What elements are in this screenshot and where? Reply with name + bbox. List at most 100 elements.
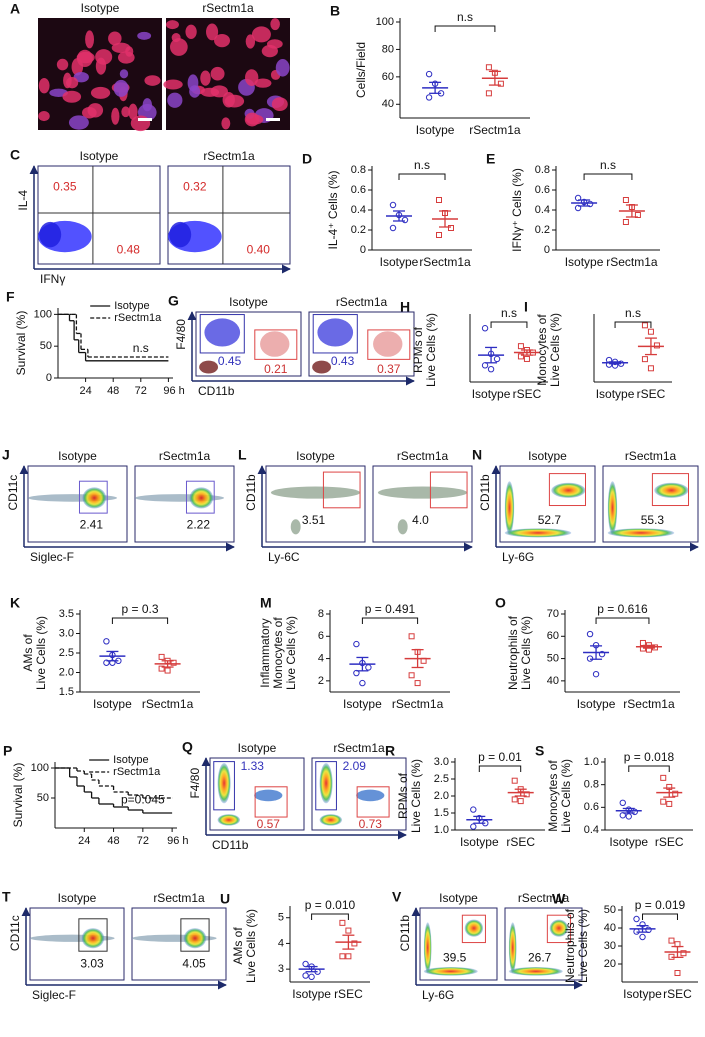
- cell-population: [607, 528, 675, 538]
- cell: [244, 112, 260, 127]
- y-tick-label: 20: [604, 958, 616, 970]
- data-point: [401, 216, 409, 224]
- category-label: Isotype: [380, 255, 419, 269]
- panel-letter: H: [400, 299, 410, 315]
- gate-value: 0.37: [377, 362, 401, 376]
- gate: [213, 761, 235, 811]
- y-tick-label: 0.8: [535, 164, 550, 176]
- data-point: [517, 798, 524, 805]
- plot-frame: [265, 465, 366, 543]
- gate-value: 0.43: [331, 354, 355, 368]
- data-point: [517, 343, 524, 350]
- y-tick-label: 40: [604, 922, 616, 934]
- significance-bracket: [490, 321, 528, 328]
- x-axis-label: CD11b: [212, 838, 249, 852]
- cell: [163, 79, 183, 90]
- annotation: n.s: [414, 158, 430, 172]
- x-axis-label: Ly-6G: [502, 550, 534, 564]
- y-tick-label: 0.6: [535, 184, 550, 196]
- y-tick-label: 50: [547, 652, 559, 664]
- category-label: Isotype: [416, 123, 455, 137]
- data-point: [345, 927, 352, 934]
- cell-population: [260, 331, 290, 357]
- y-tick-label: 2.5: [434, 773, 449, 785]
- y-axis-label: Live Cells (%): [409, 759, 423, 833]
- plot-title: Isotype: [80, 149, 119, 163]
- data-point: [470, 823, 477, 830]
- x-tick-label: 96 h: [163, 385, 184, 397]
- data-point: [481, 325, 489, 332]
- cell: [128, 103, 138, 120]
- cell-population: [290, 519, 301, 535]
- y-axis-label: RPMs of: [396, 772, 410, 819]
- plot-title: Isotype: [58, 449, 97, 463]
- y-axis-label: Monocytes of: [535, 314, 549, 386]
- cell-population: [504, 528, 572, 538]
- y-axis-label: IFNγ⁺ Cells (%): [510, 168, 524, 252]
- data-point: [592, 670, 600, 678]
- panel-letter: M: [260, 595, 272, 611]
- category-label: rSEC: [655, 835, 684, 849]
- panel-letter: V: [392, 889, 402, 905]
- panel-letter: Q: [182, 739, 193, 755]
- y-tick-label: 0.8: [351, 164, 366, 176]
- gate-value: 0.48: [117, 242, 141, 256]
- data-point: [158, 653, 165, 660]
- cell-population: [373, 331, 403, 357]
- cell: [170, 38, 188, 56]
- y-tick-label: 50: [604, 904, 616, 916]
- data-point: [641, 322, 648, 329]
- x-tick-label: 48: [107, 835, 119, 847]
- panel-letter: C: [10, 147, 20, 163]
- cell: [187, 74, 199, 92]
- annotation: p = 0.616: [597, 602, 648, 616]
- cell: [261, 44, 278, 58]
- y-axis-label: Live Cells (%): [424, 313, 438, 387]
- x-tick-label: 72: [137, 835, 149, 847]
- data-point: [485, 90, 492, 97]
- scale-bar: [266, 118, 280, 121]
- cell-population: [508, 922, 517, 973]
- cell-population: [356, 789, 385, 802]
- cell: [221, 117, 231, 130]
- cell: [275, 59, 290, 77]
- annotation: p = 0.491: [365, 602, 416, 616]
- cell-population: [397, 519, 408, 535]
- significance-bracket: [311, 913, 349, 920]
- y-axis-label: Survival (%): [11, 763, 25, 828]
- y-tick-label: 70: [547, 608, 559, 620]
- data-point: [647, 365, 654, 372]
- cell-population: [312, 360, 332, 374]
- data-point: [639, 933, 646, 941]
- x-tick-label: 24: [78, 835, 90, 847]
- y-axis-label: Monocytes of: [271, 617, 285, 689]
- data-point: [574, 204, 582, 212]
- y-tick-label: 4: [278, 937, 284, 949]
- data-point: [481, 362, 489, 369]
- data-point: [487, 366, 495, 373]
- data-point: [414, 680, 421, 687]
- y-tick-label: 1.0: [434, 824, 449, 836]
- cell: [73, 71, 89, 83]
- data-point: [359, 679, 366, 687]
- data-point: [668, 937, 675, 944]
- y-tick-label: 50: [40, 340, 52, 352]
- y-tick-label: 100: [31, 762, 49, 774]
- data-point: [653, 342, 660, 349]
- y-tick-label: 0.6: [351, 184, 366, 196]
- cell-population: [254, 789, 283, 802]
- data-point: [470, 806, 477, 813]
- plot-frame: [29, 907, 125, 981]
- cell: [111, 42, 131, 53]
- plot-title: rSectm1a: [336, 295, 388, 309]
- gate-value: 26.7: [528, 951, 552, 965]
- y-axis-label: Live Cells (%): [559, 759, 573, 833]
- data-point: [586, 655, 594, 662]
- cell-population: [189, 487, 214, 509]
- y-axis-label: Monocytes of: [546, 760, 560, 832]
- x-axis-label: Siglec-F: [32, 988, 76, 1002]
- gate-value: 0.21: [264, 362, 288, 376]
- y-axis-label: CD11c: [8, 915, 22, 951]
- data-point: [345, 953, 352, 960]
